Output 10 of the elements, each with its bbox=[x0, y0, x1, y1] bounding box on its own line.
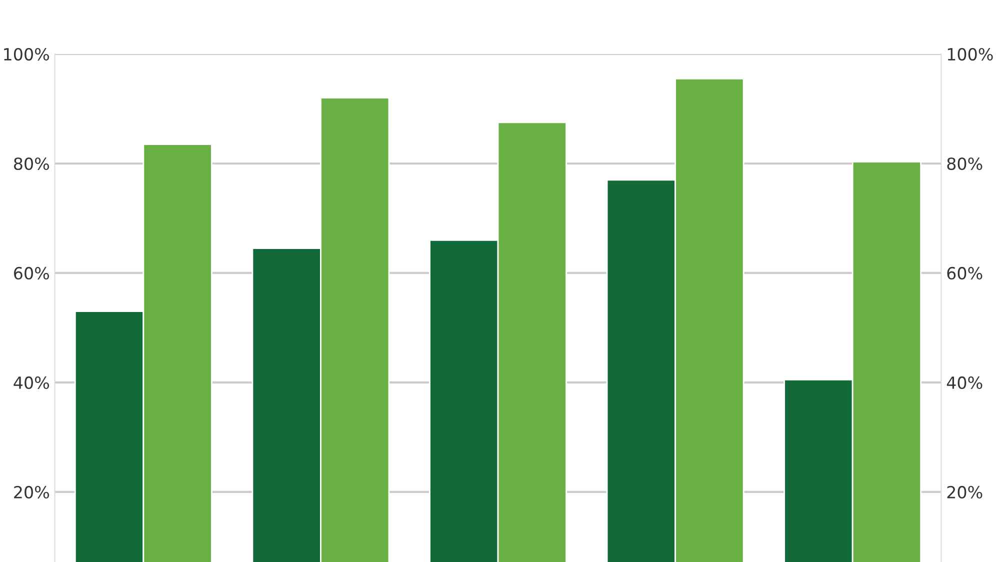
y2-tick-label: 60% bbox=[947, 266, 982, 280]
y-tick-label: 40% bbox=[14, 376, 49, 390]
y-tick-label: 20% bbox=[14, 486, 49, 498]
y-tick-label: 80% bbox=[14, 157, 49, 170]
y2-tick-label: 20% bbox=[947, 486, 982, 498]
y-tick-label: 60% bbox=[14, 266, 49, 280]
y2-tick-label: 80% bbox=[947, 157, 982, 170]
y2-tick-label: 100% bbox=[948, 48, 993, 61]
y-tick-label: 100% bbox=[4, 48, 49, 61]
y2-tick-label: 40% bbox=[946, 376, 982, 390]
